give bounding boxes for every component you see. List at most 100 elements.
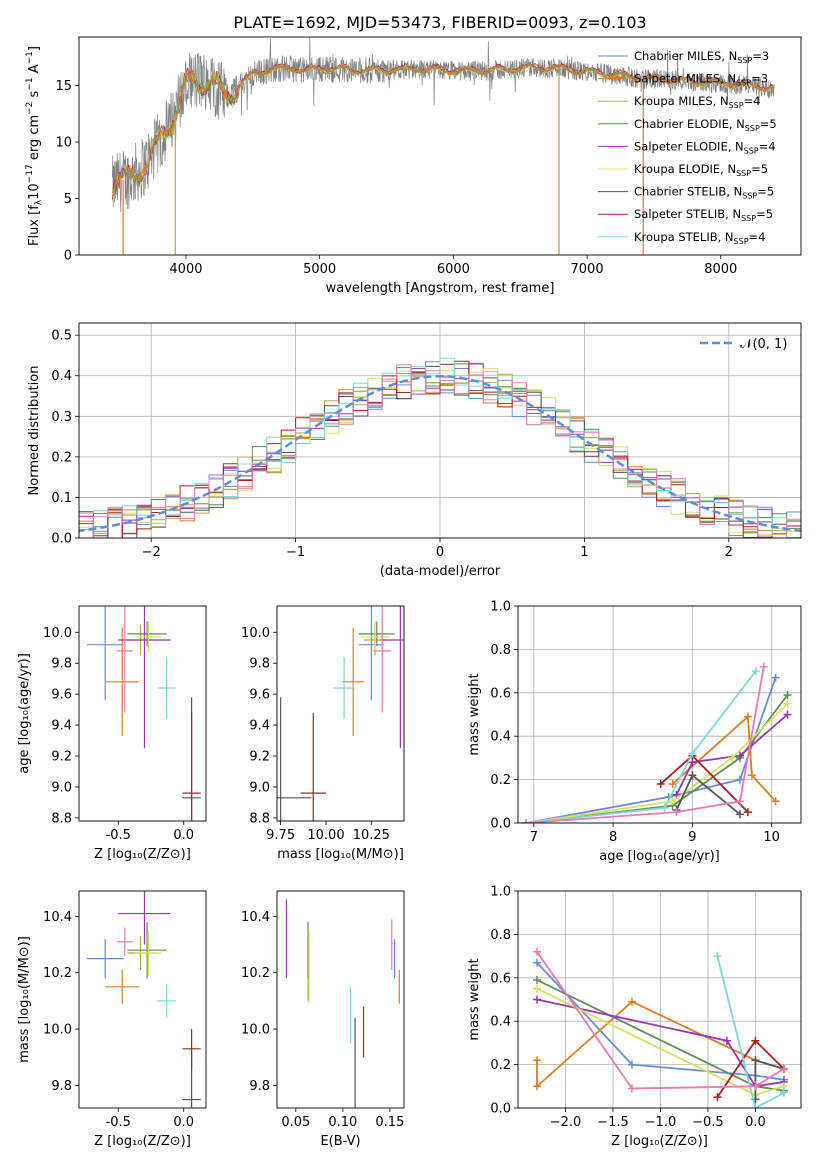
y-tick-label: 9.6 [249, 688, 270, 703]
plot-area [285, 899, 400, 1108]
mass-weight-marker [668, 797, 677, 806]
y-axis-label: mass weight [467, 958, 482, 1040]
y-tick-label: 9.0 [249, 780, 270, 795]
x-tick-label: −0.5 [692, 1115, 724, 1130]
mass-weight-marker [735, 810, 744, 819]
x-tick-label: 10 [763, 830, 780, 845]
x-tick-label: −2.0 [550, 1115, 582, 1130]
mass-weight-marker [743, 808, 752, 817]
legend-label: Salpeter ELODIE, NSSP=4 [634, 139, 776, 155]
y-tick-label: 9.8 [249, 1079, 270, 1094]
plot-area [79, 357, 801, 538]
y-axis-label: mass [log₁₀(M/M⊙)] [17, 936, 32, 1063]
x-tick-label: −1.5 [597, 1115, 629, 1130]
mass-weight-marker [688, 771, 697, 780]
y-tick-label: 10.4 [43, 910, 72, 925]
mass-weight-line [536, 951, 785, 1090]
y-tick-label: 0.2 [490, 773, 511, 788]
y-tick-label: 9.4 [249, 719, 270, 734]
x-tick-label: 10.25 [353, 828, 390, 843]
axes-frame [517, 890, 802, 1109]
y-axis-label: Normed distribution [27, 366, 42, 496]
x-tick-label: 2 [725, 545, 733, 560]
y-tick-label: 0.4 [51, 369, 72, 384]
x-tick-label: 6000 [437, 262, 470, 277]
x-tick-label: 8 [609, 830, 617, 845]
mass-weight-marker [743, 712, 752, 721]
y-tick-label: 0.5 [51, 329, 72, 344]
mass-weight-marker [722, 1036, 731, 1045]
x-tick-label: 7000 [571, 262, 604, 277]
y-tick-label: 1.0 [490, 885, 511, 900]
plot-area [532, 947, 788, 1108]
mass-weight-marker [660, 803, 669, 812]
x-tick-label: 5000 [303, 262, 336, 277]
residual-histogram [79, 364, 801, 538]
y-tick-label: 10.0 [43, 1023, 72, 1038]
y-tick-label: 9.2 [51, 750, 72, 765]
legend-label: Chabrier MILES, NSSP=3 [634, 49, 769, 65]
y-tick-label: 0.4 [490, 730, 511, 745]
spectrum-panel: 4000 5000 6000 7000 8000 0 5 10 15 wavelength [An… [25, 36, 802, 296]
y-tick-label: 0.0 [490, 817, 511, 832]
plot-area [111, 37, 775, 255]
x-tick-label: -0.5 [106, 828, 131, 843]
mass-weight-line [525, 702, 789, 823]
mass-weight-marker [668, 779, 677, 788]
y-tick-label: 10.0 [241, 1023, 270, 1038]
y-axis-label: age [log₁₀(age/yr)] [17, 653, 32, 774]
x-tick-label: 0 [436, 545, 444, 560]
mass-weight-marker [532, 995, 541, 1004]
mass-vs-metallicity-panel: -0.5 0.0 9.8 10.0 10.2 10.4 Z [log₁₀(Z/Z⊙)] mas… [17, 890, 207, 1149]
mass-weight-marker [751, 1056, 760, 1065]
y-tick-label: 0.6 [490, 971, 511, 986]
mass-weight-marker [759, 662, 768, 671]
x-axis-label: age [log₁₀(age/yr)] [599, 849, 720, 864]
axes-frame [78, 322, 802, 539]
mass-weight-line [525, 666, 765, 823]
mass-weight-marker [713, 1093, 722, 1102]
y-tick-label: 0.6 [490, 686, 511, 701]
model-spectrum [111, 63, 775, 199]
mass-weight-marker [627, 1060, 636, 1069]
x-tick-label: −1.0 [645, 1115, 677, 1130]
legend-label: Kroupa MILES, NSSP=4 [634, 94, 760, 110]
y-tick-label: 9.2 [249, 750, 270, 765]
mass-weight-marker [532, 975, 541, 984]
y-tick-label: 9.8 [51, 1079, 72, 1094]
age-vs-mass-panel: 9.75 10.00 10.25 8.8 9.0 9.2 9.4 9.6 9.8 10.0 mass… [241, 605, 405, 862]
x-axis-label: Z [log₁₀(Z/Z⊙)] [94, 1134, 191, 1149]
gaussian-curve [79, 374, 801, 533]
mass-weight-marker [532, 958, 541, 967]
axes-frame [78, 605, 207, 822]
axes-frame [517, 605, 802, 824]
y-tick-label: 9.8 [249, 657, 270, 672]
x-tick-label: 10.00 [307, 828, 344, 843]
axes-frame [276, 605, 405, 822]
x-axis-label: wavelength [Angstrom, rest frame] [326, 281, 555, 296]
mass-weight-marker [779, 1088, 788, 1097]
residual-histogram-panel: −2 −1 0 1 2 0.0 0.1 0.2 0.3 0.4 0.5 (data-model)/er… [27, 322, 802, 579]
plot-area [86, 606, 201, 821]
x-axis-label: (data-model)/error [380, 564, 501, 579]
y-tick-label: 0.8 [490, 928, 511, 943]
mass-weight-line [675, 713, 789, 796]
y-tick-label: 0.1 [51, 491, 72, 506]
legend-label: Salpeter STELIB, NSSP=5 [634, 207, 773, 223]
mass-weight-marker [783, 710, 792, 719]
y-tick-label: 9.6 [51, 688, 72, 703]
x-tick-label: 0.0 [745, 1115, 766, 1130]
figure-title: PLATE=1692, MJD=53473, FIBERID=0093, z=0… [233, 13, 646, 32]
mass-weight-marker [751, 1036, 760, 1045]
y-tick-label: 0.4 [490, 1015, 511, 1030]
mass-weight-marker [532, 947, 541, 956]
legend-label: Chabrier ELODIE, NSSP=5 [634, 117, 777, 133]
y-tick-label: 10.2 [241, 966, 270, 981]
y-tick-label: 10.0 [241, 626, 270, 641]
y-tick-label: 15 [55, 79, 72, 94]
massweight-vs-metallicity-panel: −2.0 −1.5 −1.0 −0.5 0.0 0.0 0.2 0.4 0.6 0.8 1.0 Z [… [467, 885, 802, 1149]
x-tick-label: −2 [142, 545, 161, 560]
x-tick-label: 1 [580, 545, 588, 560]
y-tick-label: 9.4 [51, 719, 72, 734]
x-tick-label: 0.15 [375, 1115, 404, 1130]
